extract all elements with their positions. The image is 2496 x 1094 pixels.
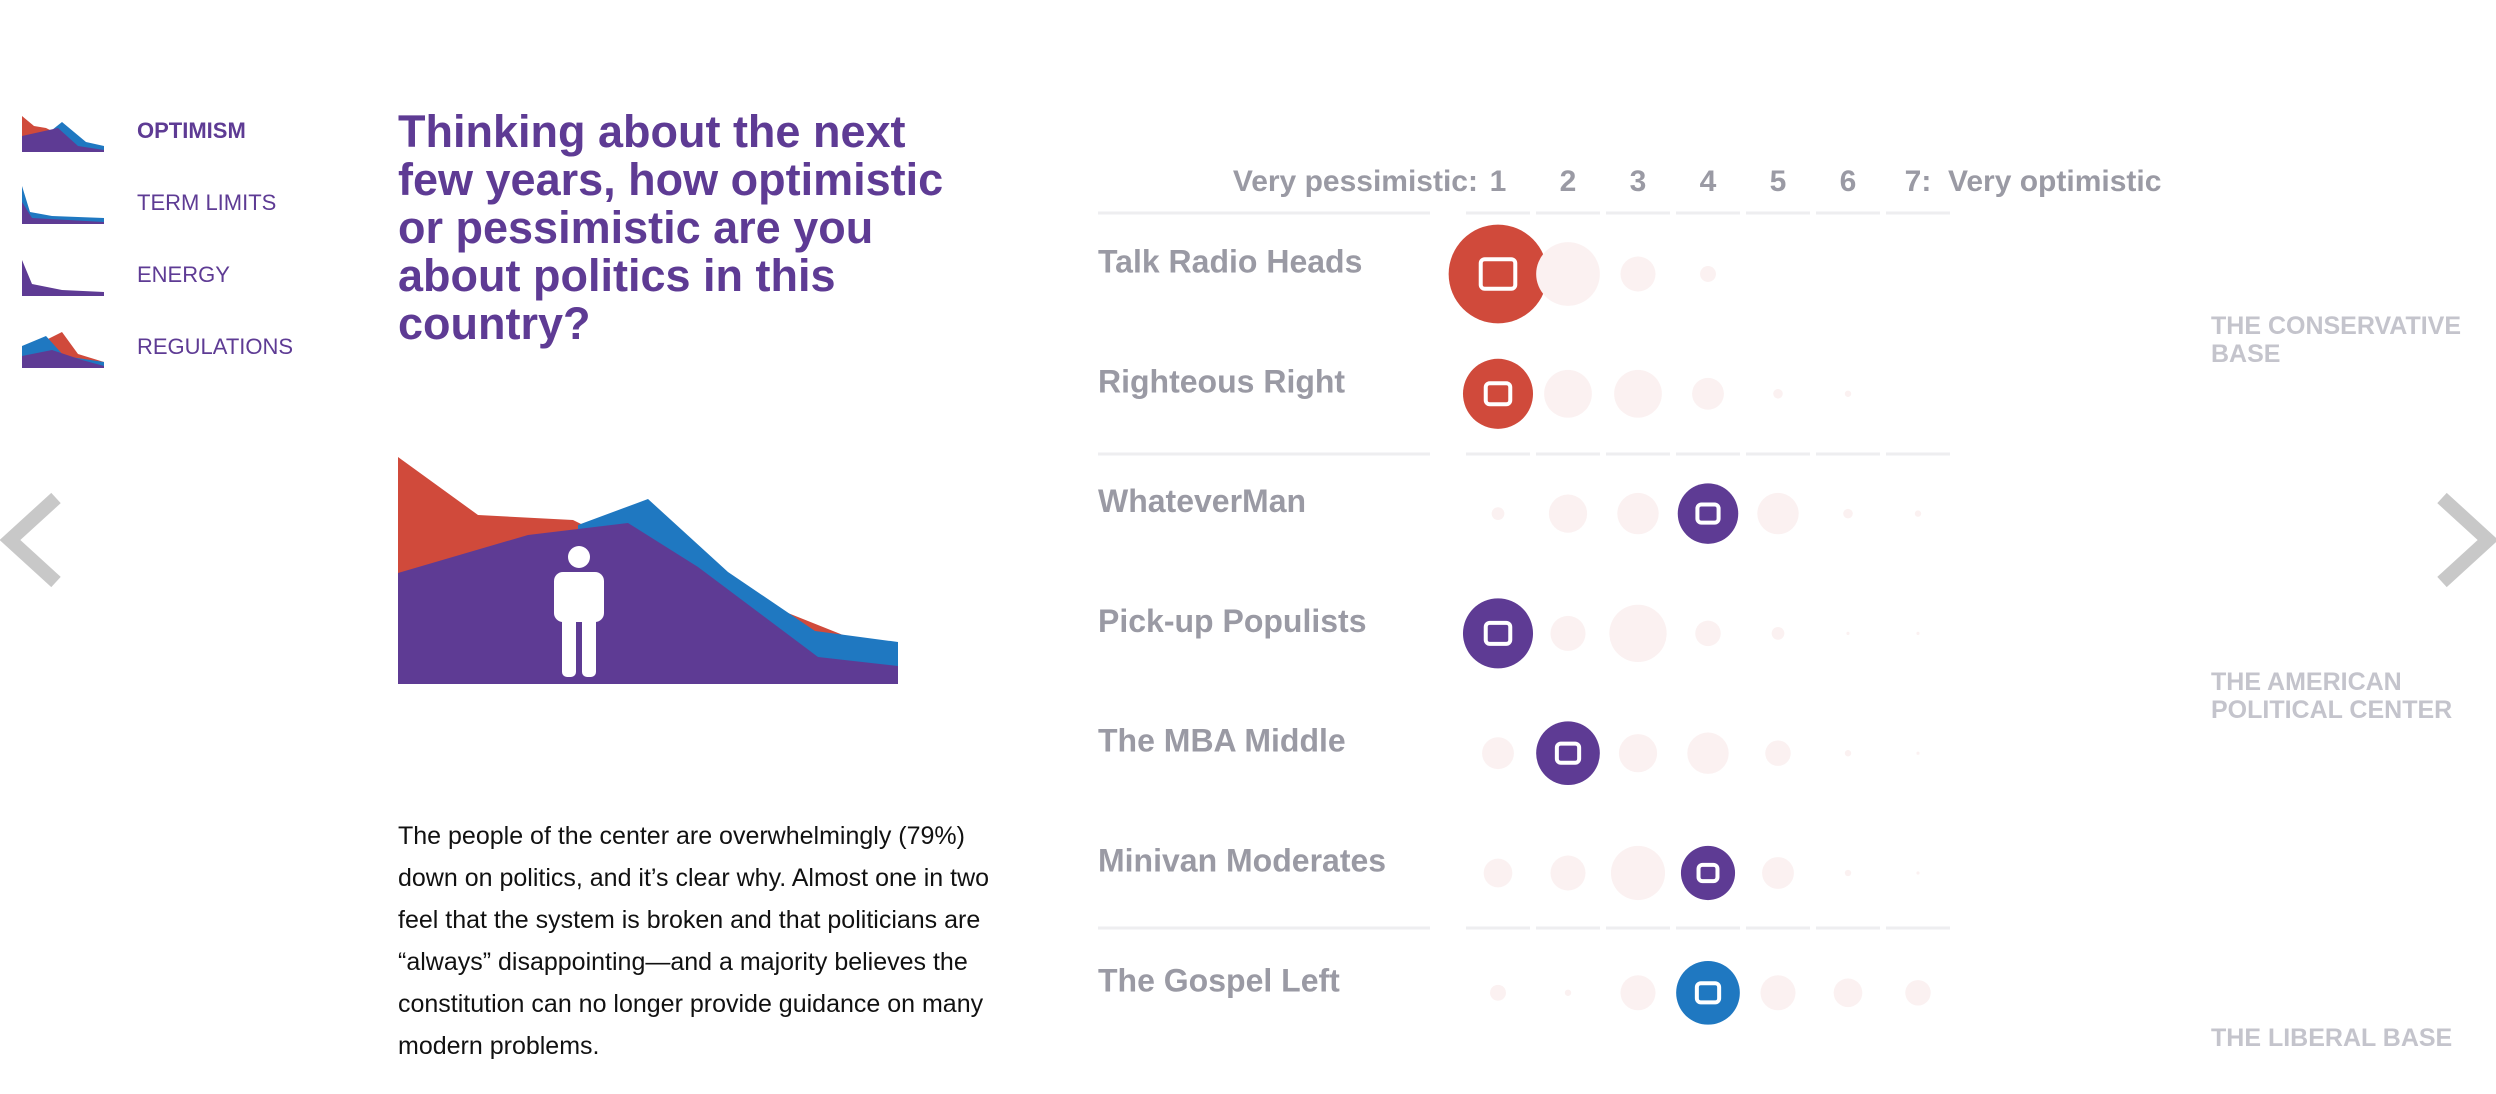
group-icon	[1695, 502, 1721, 525]
illustration	[398, 457, 898, 684]
bubble	[1760, 975, 1796, 1011]
group-icon	[1694, 981, 1722, 1005]
body-text: The people of the center are overwhelmin…	[398, 822, 990, 1060]
group-name: Righteous Right	[1098, 363, 1345, 399]
thumb-energy	[22, 260, 104, 296]
bubble	[1762, 857, 1794, 889]
bubble	[1687, 732, 1729, 774]
bubble	[1757, 492, 1799, 535]
scale-tick-label: 3	[1630, 165, 1647, 198]
bubble	[1843, 508, 1853, 519]
bubble	[1620, 256, 1656, 292]
bubble	[1564, 989, 1572, 996]
nav-item[interactable]: OPTIMISM	[137, 118, 246, 143]
highlight-bubble	[1462, 358, 1534, 429]
next-arrow[interactable]	[2437, 492, 2496, 588]
bubble	[1844, 750, 1852, 757]
bubble	[1695, 620, 1721, 647]
segment-label: THE CONSERVATIVE BASE	[2211, 312, 2462, 368]
scale-tick-label: 2	[1560, 165, 1577, 198]
bubble	[1617, 492, 1659, 535]
bubble	[1483, 858, 1513, 888]
group-icon	[1478, 257, 1518, 291]
thumb-regulations	[22, 332, 104, 368]
bubble	[1905, 980, 1931, 1006]
prev-arrow[interactable]	[0, 492, 61, 588]
segment-label: THE AMERICAN POLITICAL CENTER	[2211, 668, 2453, 724]
bubble	[1609, 604, 1667, 663]
group-icon	[1554, 741, 1582, 765]
scale-low-label: Very pessimistic:	[1233, 165, 1478, 198]
bubble	[1765, 740, 1791, 766]
bubble	[1700, 266, 1716, 282]
nav-thumbnails	[22, 116, 104, 368]
nav-item[interactable]: REGULATIONS	[137, 334, 294, 359]
bubble	[1771, 627, 1785, 640]
bubble	[1550, 615, 1586, 651]
bubble	[1916, 871, 1920, 875]
bubble	[1482, 737, 1514, 770]
bubble	[1620, 975, 1656, 1011]
nav-item[interactable]: TERM LIMITS	[137, 190, 277, 215]
thumb-optimism	[22, 116, 104, 152]
bubble	[1916, 631, 1920, 635]
bubble	[1490, 984, 1506, 1001]
bubble	[1692, 377, 1724, 410]
group-name: Pick-up Populists	[1098, 603, 1366, 639]
scale-high-label: Very optimistic	[1948, 165, 2161, 198]
scale-tick-label: 4	[1700, 165, 1717, 198]
bubble	[1844, 869, 1852, 877]
bubble	[1544, 369, 1592, 418]
bubble	[1536, 242, 1600, 306]
bubble	[1833, 978, 1863, 1008]
group-icon	[1483, 381, 1513, 407]
bubble	[1491, 507, 1505, 520]
bubble	[1618, 734, 1658, 773]
thumb-term-limits	[22, 186, 104, 224]
bubble	[1773, 389, 1783, 399]
group-name: The Gospel Left	[1098, 962, 1340, 998]
bubble	[1548, 494, 1588, 533]
group-icon	[1696, 862, 1720, 884]
group-icon	[1483, 620, 1513, 646]
highlight-bubble	[1462, 598, 1534, 669]
scale-tick-label: 1	[1490, 165, 1507, 198]
bubble	[1550, 855, 1586, 891]
bubble	[1914, 510, 1922, 517]
bubble	[1614, 369, 1662, 418]
highlight-bubble	[1536, 721, 1600, 786]
scale-tick-label: 6	[1840, 165, 1857, 198]
group-name: Talk Radio Heads	[1098, 243, 1362, 279]
highlight-bubble	[1448, 224, 1548, 324]
highlight-bubble	[1677, 483, 1739, 544]
group-name: WhateverMan	[1098, 483, 1306, 519]
highlight-bubble	[1680, 845, 1736, 901]
group-name: The MBA Middle	[1098, 723, 1346, 759]
segment-label: THE LIBERAL BASE	[2211, 1024, 2453, 1052]
bubble	[1846, 631, 1850, 635]
scale-tick-label: 5	[1770, 165, 1787, 198]
bubble	[1610, 845, 1666, 901]
bubble	[1916, 751, 1920, 755]
group-name: Minivan Moderates	[1098, 842, 1386, 878]
bubble	[1844, 390, 1852, 397]
scale-tick-label: 7:	[1905, 165, 1932, 198]
nav-item[interactable]: ENERGY	[137, 262, 230, 287]
highlight-bubble	[1676, 960, 1740, 1025]
question-title: Thinking about the next few years, how o…	[398, 106, 944, 349]
